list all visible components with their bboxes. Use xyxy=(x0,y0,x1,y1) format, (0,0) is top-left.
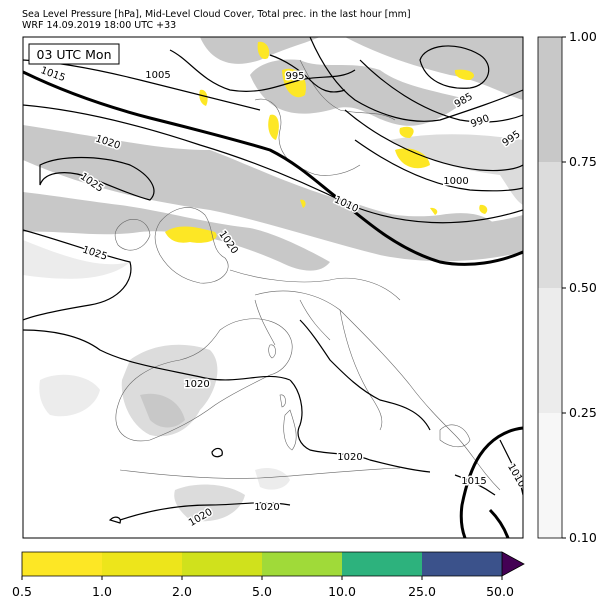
precip-tick-label: 5.0 xyxy=(252,584,272,599)
precip-tick-label: 0.5 xyxy=(12,584,32,599)
precip-colorbar-segment xyxy=(22,552,102,576)
isobar-label: 995 xyxy=(285,71,304,82)
precip-tick-label: 10.0 xyxy=(328,584,356,599)
cloud-tick-label: 0.50 xyxy=(569,280,597,295)
cloud-tick-label: 0.75 xyxy=(569,154,597,169)
precipitation-field xyxy=(165,41,488,243)
map-subtitle: WRF 14.09.2019 18:00 UTC +33 xyxy=(22,20,177,31)
precip-colorbar-segment xyxy=(102,552,182,576)
isobar-label: 1020 xyxy=(184,379,209,390)
isobar-label: 1005 xyxy=(145,70,170,81)
cloud-colorbar-segment xyxy=(538,37,562,162)
cloud-cover-colorbar xyxy=(537,36,566,539)
precip-tick-label: 2.0 xyxy=(172,584,192,599)
cloud-tick-label: 0.10 xyxy=(569,530,597,545)
precip-colorbar xyxy=(21,551,525,580)
coastlines xyxy=(114,59,501,491)
map-area: 995 1005 1015 1020 1025 1025 1020 985 99… xyxy=(23,37,523,538)
cloud-tick-label: 1.00 xyxy=(569,29,597,44)
precip-colorbar-segment xyxy=(422,552,502,576)
cloud-tick-label: 0.25 xyxy=(569,405,597,420)
precip-tick-label: 50.0 xyxy=(486,584,514,599)
precip-colorbar-segment xyxy=(182,552,262,576)
cloud-colorbar-segment xyxy=(538,413,562,538)
precip-colorbar-extend-arrow xyxy=(501,551,525,577)
precip-tick-label: 1.0 xyxy=(92,584,112,599)
isobar-label: 1020 xyxy=(254,502,279,513)
cloud-colorbar-segment xyxy=(538,288,562,413)
isobar-label-group: 995 1005 1015 1020 1025 1025 1020 985 99… xyxy=(38,64,523,531)
precip-colorbar-segment xyxy=(342,552,422,576)
cloud-colorbar-segment xyxy=(538,162,562,288)
isobar-1015-thick xyxy=(23,70,523,538)
map-frame xyxy=(22,36,524,539)
time-label: 03 UTC Mon xyxy=(37,47,112,62)
isobar-label: 1000 xyxy=(443,176,468,187)
isobar-label: 1020 xyxy=(337,452,362,463)
time-label-box xyxy=(28,43,120,65)
precip-colorbar-segment xyxy=(262,552,342,576)
isobars xyxy=(23,37,523,524)
isobar-label: 1015 xyxy=(461,476,486,487)
precip-tick-label: 25.0 xyxy=(408,584,436,599)
map-title: Sea Level Pressure [hPa], Mid-Level Clou… xyxy=(22,9,411,20)
